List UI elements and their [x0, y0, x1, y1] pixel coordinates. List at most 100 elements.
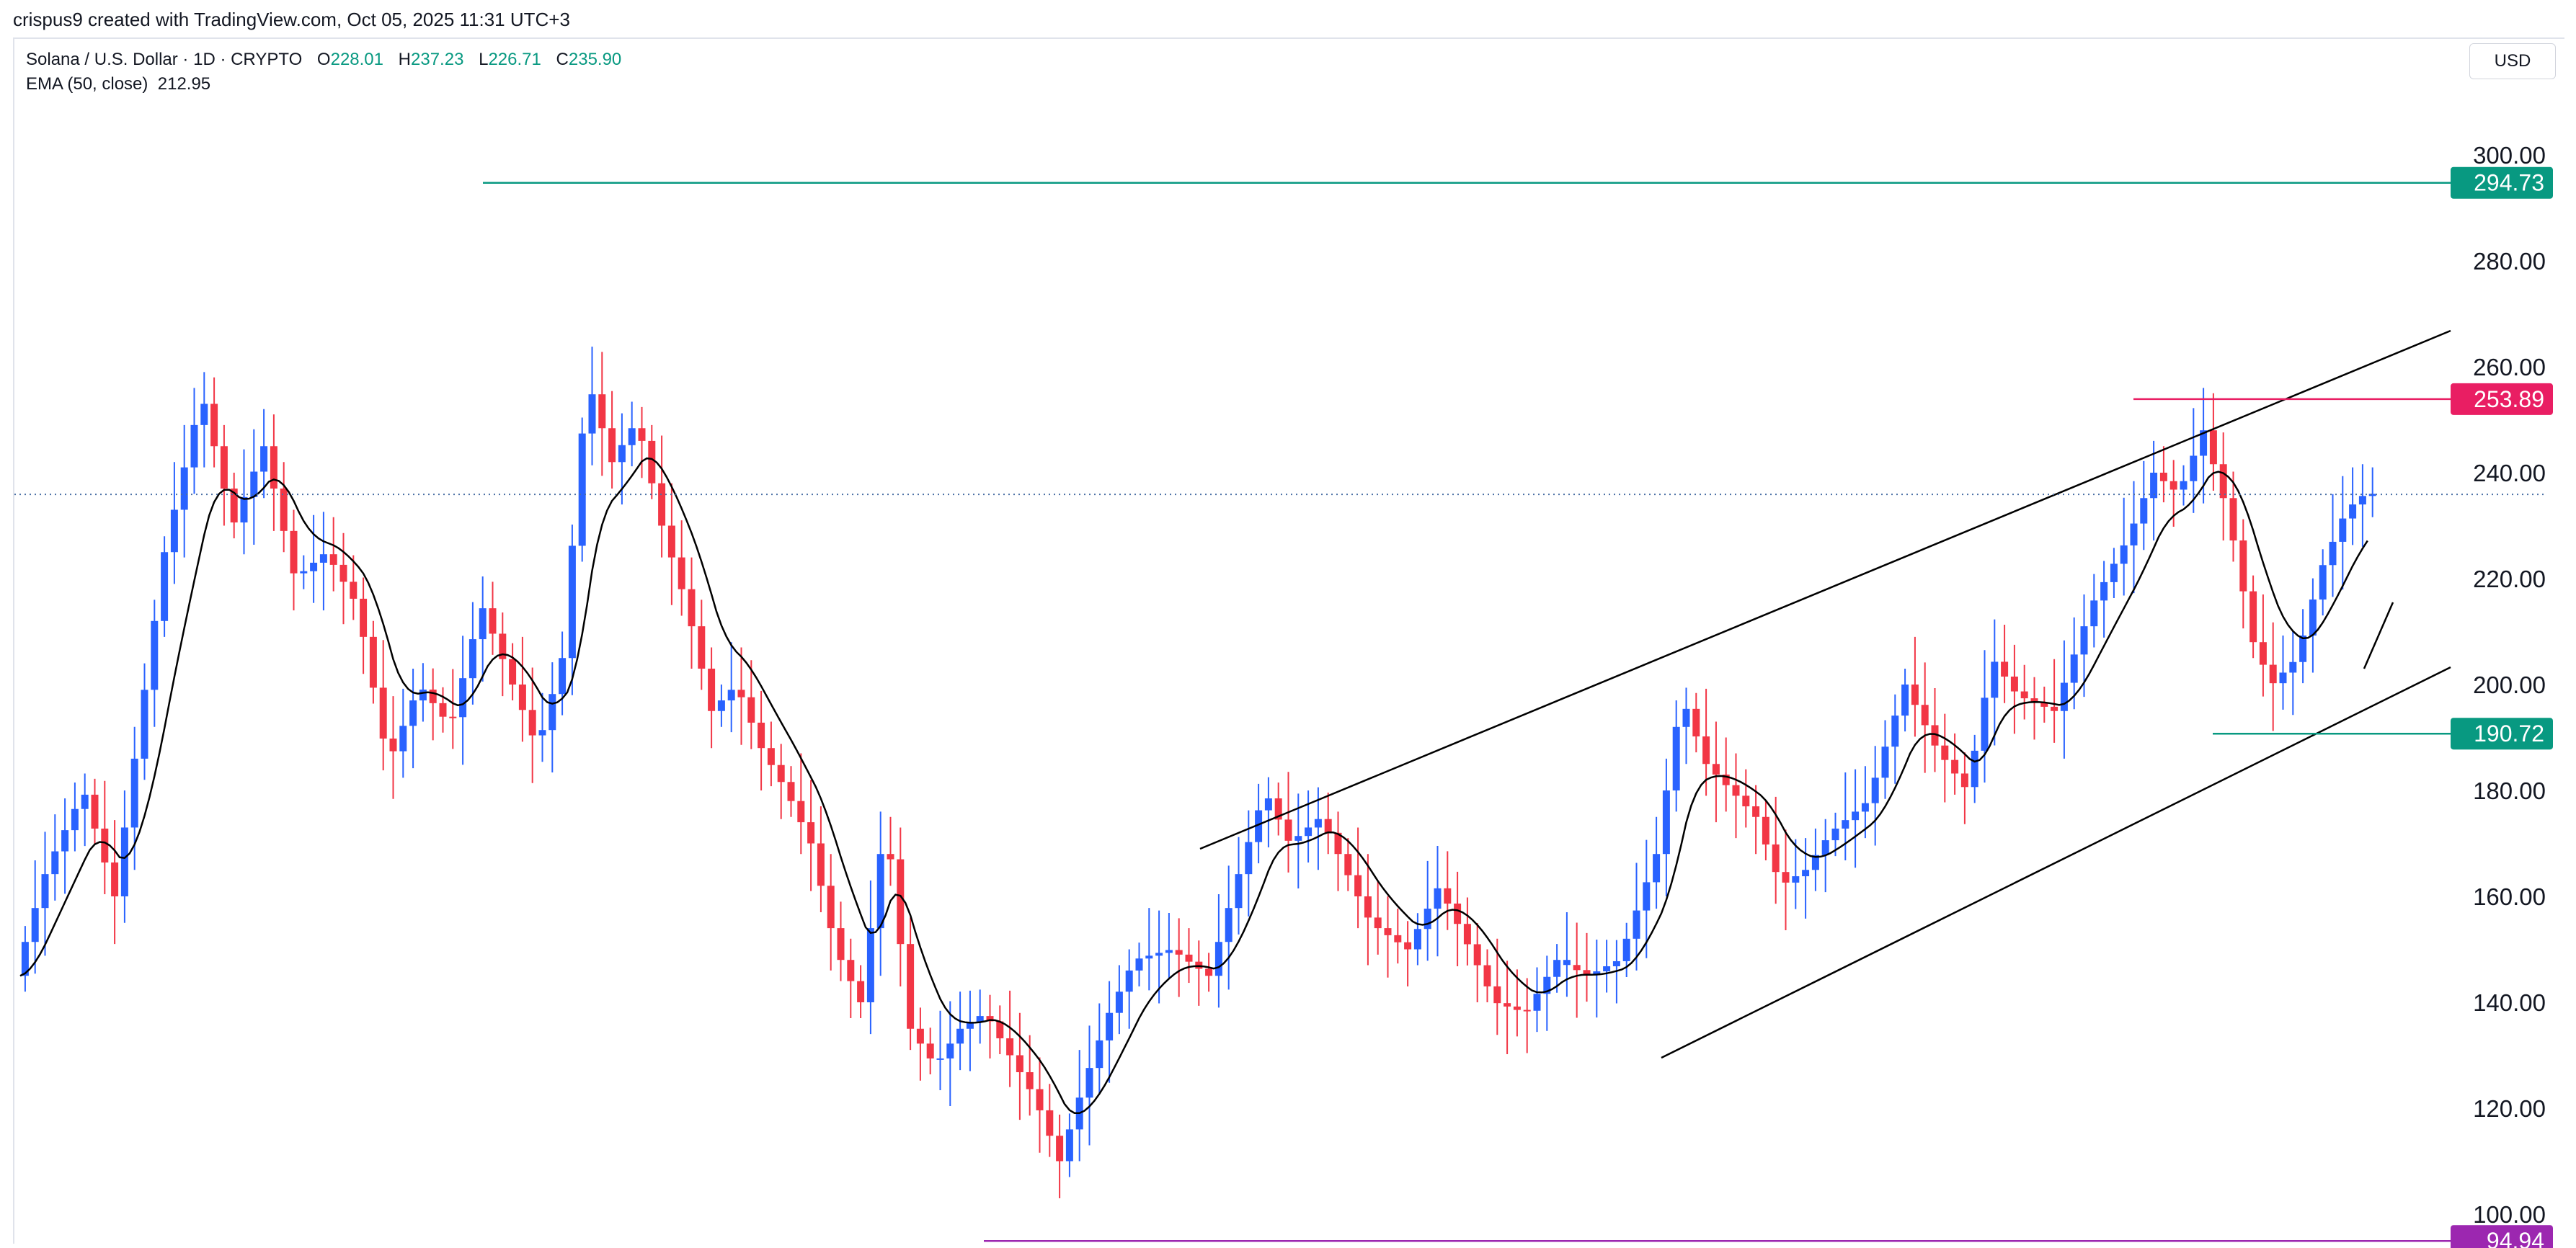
candle-body [319, 554, 327, 563]
candle-body [2169, 481, 2177, 490]
candle-body [1951, 759, 1959, 774]
candle-body [190, 424, 198, 468]
candle-body [1016, 1055, 1023, 1073]
candle-body [1782, 872, 1790, 883]
candle-body [2219, 464, 2227, 499]
candle-body [31, 908, 39, 942]
candle-body [2150, 473, 2158, 499]
chart-credit: crispus9 created with TradingView.com, O… [13, 9, 570, 30]
candle-body [2180, 481, 2188, 490]
candle-body [419, 690, 427, 701]
candle-body [161, 552, 169, 621]
candle-body [2070, 654, 2078, 683]
close-label: C [556, 50, 569, 69]
candle-body [449, 716, 457, 718]
candle-body [1543, 976, 1551, 994]
candle-body [280, 489, 288, 531]
candle-body [2010, 676, 2018, 692]
ema-label[interactable]: EMA (50, close) [26, 74, 148, 94]
candle-body [1175, 950, 1183, 955]
candle-body [1274, 798, 1282, 820]
candle-body [1483, 965, 1491, 986]
candle-body [1891, 716, 1899, 747]
candle-body [2249, 591, 2257, 643]
candle-body [1772, 844, 1780, 873]
price-level-label: 190.72 [2474, 721, 2544, 746]
candle-body [2140, 498, 2148, 524]
candle-body [479, 608, 487, 640]
candle-body [1106, 1012, 1114, 1040]
candle-body [737, 690, 745, 697]
price-level-tag [2451, 166, 2553, 199]
candle-body [727, 690, 735, 701]
candle-body [1971, 750, 1978, 788]
candle-body [2110, 563, 2118, 582]
candle-body [1374, 917, 1382, 929]
lower-trendline [1661, 666, 2451, 1059]
candle-body [618, 445, 626, 463]
candle-body [1662, 790, 1670, 855]
candle-body [61, 830, 69, 852]
candle-body [2051, 706, 2058, 711]
candle-body [1742, 795, 1750, 807]
candle-body [1314, 819, 1322, 828]
candle-body [1931, 725, 1939, 746]
candle-body [2339, 518, 2347, 542]
candle-body [1155, 953, 1163, 956]
candle-body [1284, 819, 1292, 841]
candle-body [180, 467, 188, 510]
candle-body [2020, 691, 2028, 699]
open-label: O [316, 50, 331, 69]
candle-body [1722, 774, 1730, 785]
candle-body [1404, 942, 1412, 950]
candle-body [887, 854, 894, 860]
candle-body [489, 608, 497, 634]
candle-body [907, 944, 915, 1029]
candle-body [1454, 903, 1462, 924]
candle-body [1852, 811, 1860, 821]
candle-body [518, 685, 526, 710]
y-tick-label: 120.00 [2473, 1095, 2546, 1122]
candle-body [717, 700, 725, 711]
candle-body [2120, 545, 2128, 564]
ema-row: EMA (50, close) 212.95 [26, 72, 621, 97]
candle-body [101, 828, 109, 863]
candle-body [1622, 938, 1630, 961]
candle-body [350, 581, 357, 599]
candle-body [300, 571, 308, 574]
candle-body [2319, 565, 2327, 600]
candle-body [638, 428, 646, 441]
candle-body [678, 557, 685, 589]
candle-body [1861, 803, 1869, 812]
candle-body [767, 748, 775, 765]
candle-body [857, 981, 865, 1002]
candle-body [528, 710, 536, 736]
price-level-label: 253.89 [2474, 386, 2544, 412]
candle-body [499, 633, 507, 659]
symbol-label[interactable]: Solana / U.S. Dollar · 1D · CRYPTO [26, 50, 303, 69]
candle-body [170, 509, 178, 553]
currency-button[interactable]: USD [2469, 43, 2556, 79]
candle-body [409, 700, 417, 726]
candle-body [1802, 870, 1810, 877]
candle-body [1583, 970, 1591, 976]
candle-body [1324, 819, 1332, 833]
y-tick-label: 220.00 [2473, 566, 2546, 592]
candle-body [1842, 820, 1849, 829]
ohlc-row: Solana / U.S. Dollar · 1D · CRYPTO O228.… [26, 48, 621, 72]
candle-body [1643, 882, 1651, 911]
candle-body [2269, 664, 2277, 684]
candle-body [2060, 682, 2068, 711]
candle-body [1046, 1110, 1054, 1136]
candle-body [1115, 991, 1123, 1013]
candle-body [1214, 942, 1222, 976]
candle-body [1294, 836, 1302, 841]
candle-body [1831, 828, 1839, 841]
candle-body [91, 794, 99, 829]
candle-body [747, 697, 755, 723]
candle-body [817, 843, 825, 886]
candle-body [2190, 455, 2198, 481]
candle-body [1504, 1003, 1511, 1007]
candle-body [548, 694, 556, 731]
